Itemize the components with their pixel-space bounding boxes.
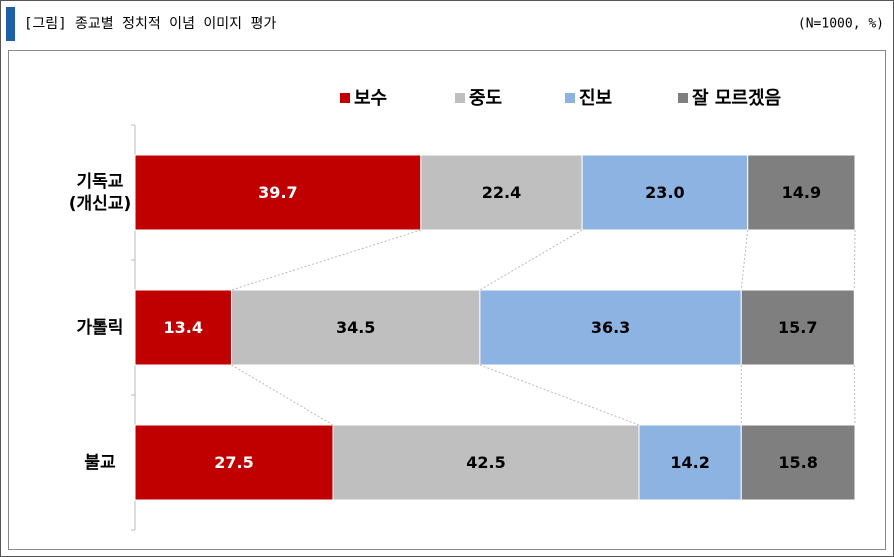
legend-label: 잘 모르겠음 <box>692 88 781 109</box>
value-label: 36.3 <box>591 318 630 337</box>
value-label: 39.7 <box>258 183 297 202</box>
category-label: 기독교 (개신교) <box>68 171 132 214</box>
value-label: 27.5 <box>214 453 253 472</box>
bar-segment <box>740 424 856 501</box>
value-label: 13.4 <box>163 318 202 337</box>
legend-swatch <box>455 93 465 103</box>
value-label: 34.5 <box>336 318 375 337</box>
bar-segment <box>581 154 749 231</box>
connector <box>479 364 640 426</box>
bar-segment <box>420 154 583 231</box>
bar-segment <box>747 154 856 231</box>
legend-swatch <box>565 93 575 103</box>
category-label: 불교 <box>84 452 116 473</box>
legend-label: 보수 <box>354 88 387 109</box>
bar-segment <box>134 289 232 366</box>
value-label: 22.4 <box>482 183 521 202</box>
value-label: 14.2 <box>670 453 709 472</box>
legend-swatch <box>340 93 350 103</box>
category-label: 가톨릭 <box>76 317 124 338</box>
bar-segment <box>332 424 640 501</box>
bar-segment <box>638 424 742 501</box>
value-label: 23.0 <box>645 183 684 202</box>
bar-segment <box>740 289 855 366</box>
value-label: 15.7 <box>778 318 817 337</box>
bar-segment <box>230 289 481 366</box>
connector <box>231 229 421 291</box>
value-label: 14.9 <box>782 183 821 202</box>
chart-title: [그림] 종교별 정치적 이념 이미지 평가 <box>24 16 276 32</box>
chart-note: (N=1000, %) <box>798 17 884 32</box>
title-marker <box>6 7 15 41</box>
legend-label: 진보 <box>579 88 612 109</box>
value-label: 42.5 <box>466 453 505 472</box>
legend-label: 중도 <box>469 88 502 109</box>
value-label: 15.8 <box>778 453 817 472</box>
bar-segment <box>479 289 742 366</box>
legend-swatch <box>678 93 688 103</box>
